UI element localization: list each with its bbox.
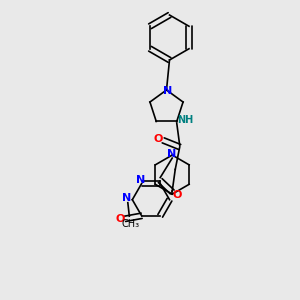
- Text: CH₃: CH₃: [122, 219, 140, 229]
- Text: NH: NH: [178, 115, 194, 125]
- Text: N: N: [136, 175, 145, 185]
- Text: O: O: [173, 190, 182, 200]
- Text: N: N: [167, 148, 176, 159]
- Text: O: O: [153, 134, 163, 144]
- Text: N: N: [122, 193, 132, 203]
- Text: N: N: [163, 86, 172, 97]
- Text: O: O: [115, 214, 124, 224]
